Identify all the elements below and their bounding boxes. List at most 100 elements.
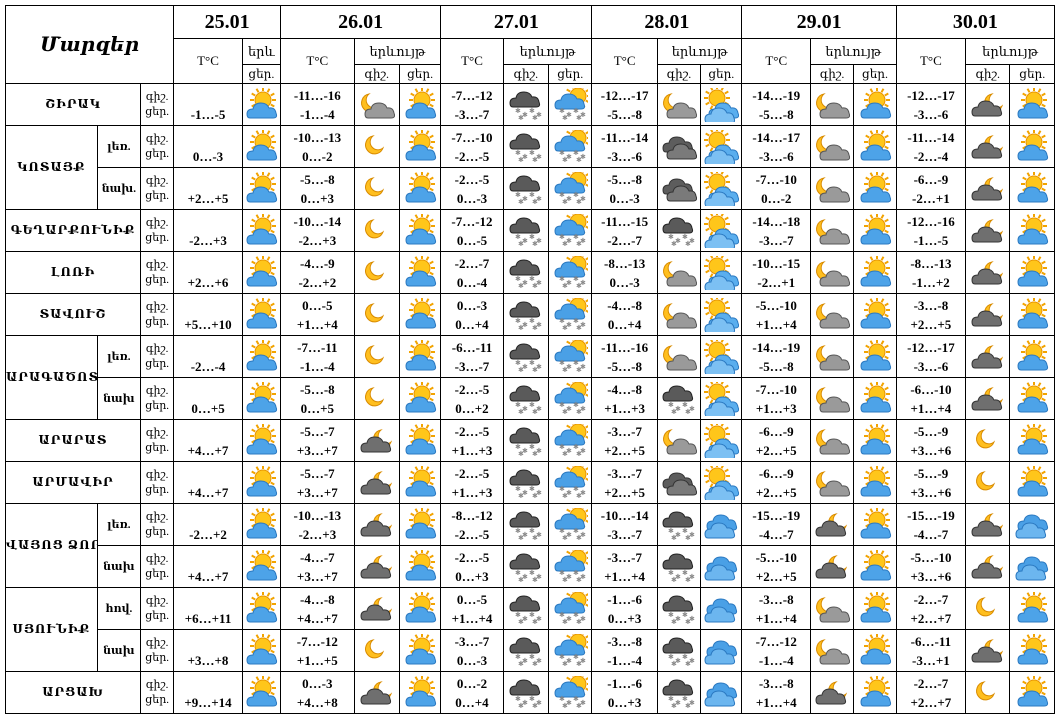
svg-text:✱: ✱ xyxy=(518,702,524,710)
svg-text:✱: ✱ xyxy=(515,233,521,241)
weather-icon xyxy=(241,671,282,714)
forecast-row: նախ գիշ. ցեր. +3…+8 -7…-12 +1…+5 -3…-7 0…-3 ✱ ✱ ✱… xyxy=(6,629,1055,672)
svg-text:✱: ✱ xyxy=(580,615,586,623)
svg-text:✱: ✱ xyxy=(536,279,542,287)
svg-text:✱: ✱ xyxy=(576,408,582,416)
svg-text:✱: ✱ xyxy=(576,492,582,500)
temp-cell: -10…-15 -2…+1 xyxy=(741,251,811,294)
temp-cell: -4…-8 +4…+7 xyxy=(280,587,355,630)
night-temp: -6…-11 xyxy=(451,339,493,355)
day-weather-icon xyxy=(700,167,743,210)
svg-text:✱: ✱ xyxy=(562,576,568,584)
temp-cell: -7…-12 -3…-7 xyxy=(440,83,504,126)
night-weather-icon xyxy=(809,335,855,378)
region-name: ՍՅՈՒՆԻՔ xyxy=(5,587,98,672)
day-temp: -5…-8 xyxy=(758,358,794,374)
forecast-row: նախ գիշ. ցեր. 0…+5 -5…-8 0…+5 -2…-5 0…+2 ✱ ✱ ✱ ✱ ✱ ✱… xyxy=(6,377,1055,420)
night-weather-icon xyxy=(965,209,1011,252)
day-temp: 0…-2 xyxy=(761,190,792,206)
night-weather-icon xyxy=(656,83,702,126)
night-temp: -5…-7 xyxy=(300,423,335,439)
svg-text:✱: ✱ xyxy=(532,576,538,584)
day-temp: +1…+3 xyxy=(451,484,493,500)
forecast-row: ԱՐԱԳԱԾՈՏՆլեռ.գիշ. ցեր. -2…-4 -7…-11 -1…-4 -6… xyxy=(5,335,1055,420)
temp-cell: -10…-14 -2…+3 xyxy=(280,209,355,252)
day-weather-icon xyxy=(853,629,897,672)
night-weather-icon: ✱ ✱ ✱ ✱ ✱ ✱ xyxy=(656,587,702,630)
svg-text:✱: ✱ xyxy=(518,408,524,416)
night-weather-icon xyxy=(353,419,400,462)
day-temp: -5…-8 xyxy=(758,106,794,122)
night-weather-icon xyxy=(656,167,702,210)
day-weather-icon xyxy=(1009,629,1055,672)
weather-icon xyxy=(241,629,282,672)
day-temp: 0…+3 xyxy=(455,568,489,584)
day-temp: +3…+7 xyxy=(296,568,338,584)
night-label: գիշ. xyxy=(145,300,169,313)
svg-text:✱: ✱ xyxy=(529,527,535,535)
svg-text:✱: ✱ xyxy=(522,531,528,539)
svg-text:✱: ✱ xyxy=(675,657,681,665)
forecast-row: ԳԵՂԱՐՔՈՒՆԻՔ գիշ. ցեր. -2…+3 -10…-14 -2…+3 -7…… xyxy=(5,209,1055,252)
temp-cell: -11…-16 -5…-8 xyxy=(591,335,658,378)
svg-text:✱: ✱ xyxy=(685,408,691,416)
day-weather-icon xyxy=(1009,125,1055,168)
night-weather-icon xyxy=(353,671,400,714)
night-temp: -7…-10 xyxy=(755,171,797,187)
night-temp: -2…-5 xyxy=(454,465,490,481)
temp-header: T°C xyxy=(591,38,658,84)
svg-text:✱: ✱ xyxy=(675,699,681,707)
svg-text:✱: ✱ xyxy=(562,240,568,248)
time-of-day: գիշ. ցեր. xyxy=(139,125,175,168)
night-temp: -5…-8 xyxy=(300,171,335,187)
day-label: ցեր. xyxy=(145,399,170,412)
temp-cell: -14…-19 -5…-8 xyxy=(741,83,811,126)
weather-icon xyxy=(241,125,282,168)
svg-text:✱: ✱ xyxy=(532,198,538,206)
forecast-row: ՇԻՐԱԿ գիշ. ցեր. -1…-5 -11…-16 -1…-4 -7…-12 -3…… xyxy=(5,83,1055,126)
day-subheader: ցեր. xyxy=(1009,64,1055,84)
subregion-name: նախ. xyxy=(96,167,142,210)
svg-text:✱: ✱ xyxy=(518,282,524,290)
night-temp: -7…-10 xyxy=(755,381,797,397)
day-weather-icon xyxy=(700,293,743,336)
night-temp xyxy=(175,506,242,525)
day-temp: 0…+5 xyxy=(191,400,225,416)
day-subheader: ցեր. xyxy=(241,64,282,84)
temp-cell: -5…-10 +1…+4 xyxy=(741,293,811,336)
day-temp: -2…+3 xyxy=(189,232,227,248)
svg-text:✱: ✱ xyxy=(576,450,582,458)
day-weather-icon xyxy=(700,209,743,252)
night-weather-icon xyxy=(965,545,1011,588)
svg-text:✱: ✱ xyxy=(576,660,582,668)
temp-cell: +3…+8 xyxy=(173,629,243,672)
night-temp: -6…-11 xyxy=(910,633,952,649)
svg-text:✱: ✱ xyxy=(562,366,568,374)
time-of-day: գիշ. ցեր. xyxy=(139,209,175,252)
night-temp: 0…-3 xyxy=(456,297,488,313)
svg-text:✱: ✱ xyxy=(671,702,677,710)
svg-text:✱: ✱ xyxy=(580,111,586,119)
night-label: գիշ. xyxy=(145,216,169,229)
day-weather-icon xyxy=(853,293,897,336)
day-weather-icon xyxy=(398,503,442,546)
svg-text:✱: ✱ xyxy=(532,660,538,668)
svg-text:✱: ✱ xyxy=(580,321,586,329)
time-of-day: գիշ. ցեր. xyxy=(139,335,175,378)
day-label: ցեր. xyxy=(145,147,170,160)
day-weather-icon xyxy=(853,251,897,294)
svg-text:✱: ✱ xyxy=(518,492,524,500)
day-temp: +1…+4 xyxy=(604,568,646,584)
day-temp: -2…-5 xyxy=(454,526,490,542)
svg-text:✱: ✱ xyxy=(518,618,524,626)
day-temp: 0…-3 xyxy=(456,190,488,206)
svg-text:✱: ✱ xyxy=(689,531,695,539)
temp-cell: -11…-14 -2…-4 xyxy=(895,125,967,168)
day-weather-icon xyxy=(398,587,442,630)
night-temp: -6…-9 xyxy=(913,171,949,187)
night-temp: -11…-16 xyxy=(601,339,649,355)
svg-text:✱: ✱ xyxy=(529,107,535,115)
day-weather-icon xyxy=(700,545,743,588)
temp-header: T°C xyxy=(173,38,243,84)
day-weather-icon: ✱ ✱ ✱ ✱ ✱ ✱ xyxy=(548,251,593,294)
